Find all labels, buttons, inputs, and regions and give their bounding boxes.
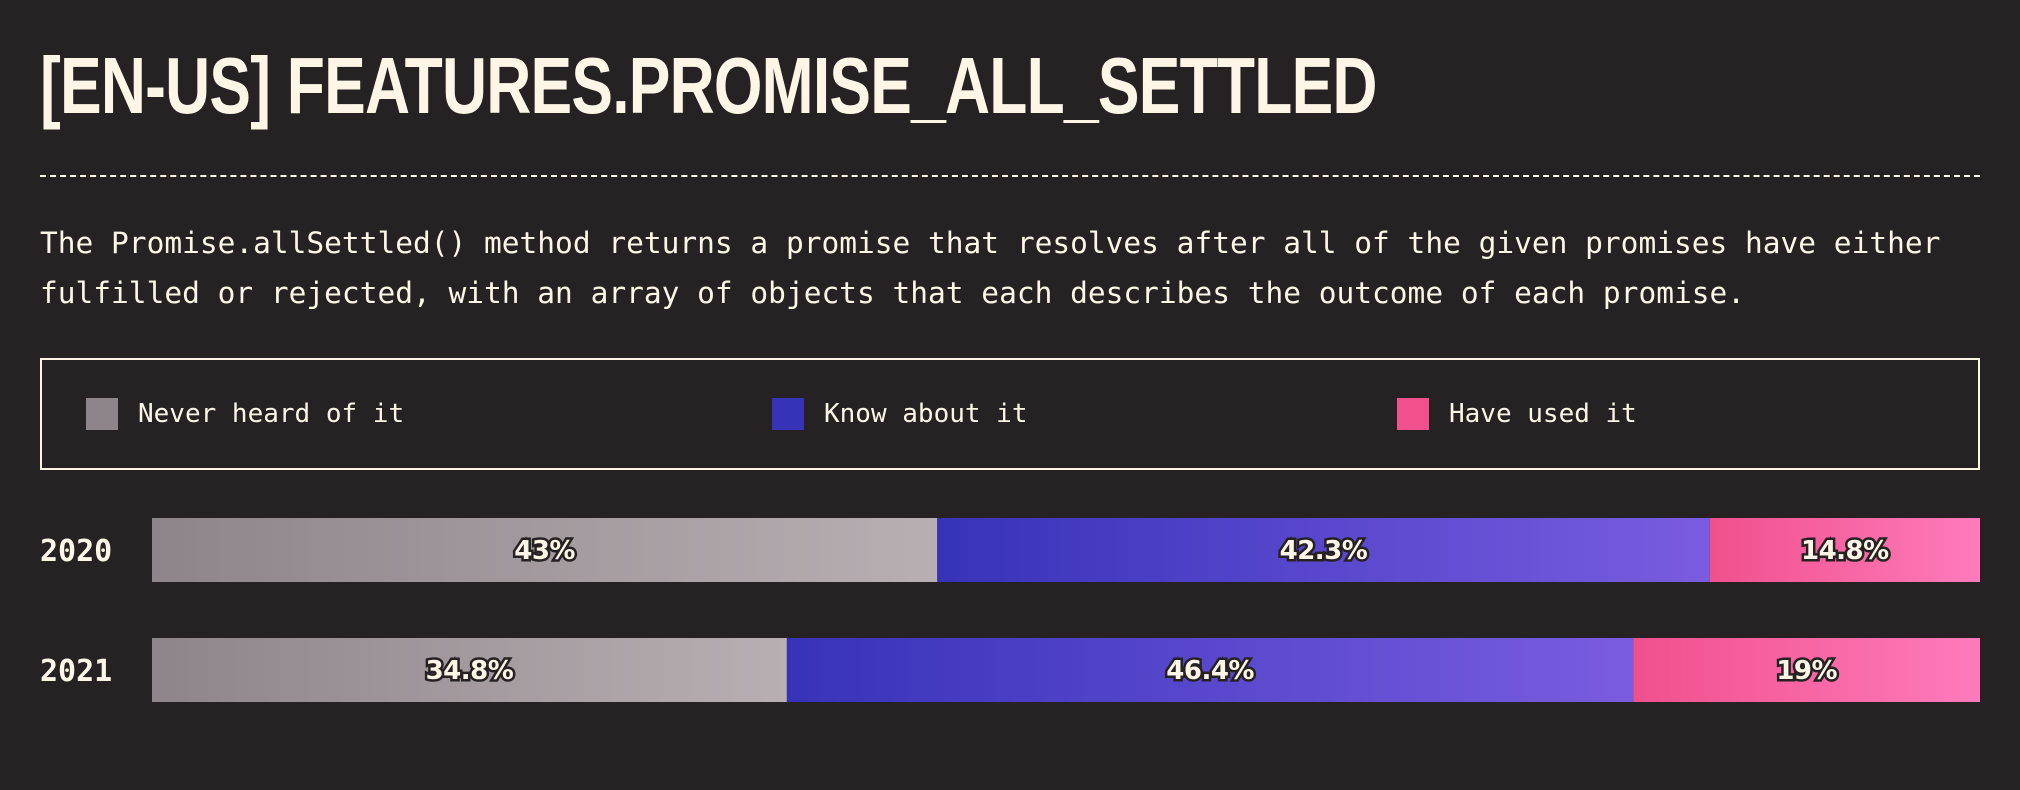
title-divider	[40, 175, 1980, 177]
data-label-know-about-2020: 42.3%	[1280, 536, 1368, 566]
data-label-never-heard-2021: 34.8%	[426, 656, 514, 686]
bar-segment-never-heard-2020[interactable]	[152, 518, 938, 582]
legend-item-know-about[interactable]: Know about it	[772, 397, 1028, 431]
data-label-have-used-2020: 14.8%	[1801, 536, 1889, 566]
data-label-never-heard-2020: 43%	[514, 536, 575, 566]
bar-segment-know-about-2021[interactable]	[786, 638, 1634, 702]
chart-legend: Never heard of it Know about it Have use…	[40, 358, 1980, 470]
year-label-2020: 2020	[40, 534, 112, 569]
bar-segment-have-used-2020[interactable]	[1709, 518, 1980, 582]
bar-segment-know-about-2020[interactable]	[937, 518, 1710, 582]
legend-item-never-heard[interactable]: Never heard of it	[86, 397, 404, 431]
bar-segment-have-used-2021[interactable]	[1633, 638, 1980, 702]
bar-segment-never-heard-2021[interactable]	[152, 638, 787, 702]
legend-item-have-used[interactable]: Have used it	[1397, 397, 1637, 431]
data-label-know-about-2021: 46.4%	[1166, 656, 1254, 686]
year-label-2021: 2021	[40, 654, 112, 689]
legend-swatch-never-heard	[86, 398, 118, 430]
legend-label-know-about: Know about it	[824, 399, 1028, 429]
legend-swatch-know-about	[772, 398, 804, 430]
legend-label-have-used: Have used it	[1449, 399, 1637, 429]
data-label-have-used-2021: 19%	[1776, 656, 1837, 686]
page-title: [EN-US] FEATURES.PROMISE_ALL_SETTLED	[40, 41, 1377, 130]
legend-swatch-have-used	[1397, 398, 1429, 430]
feature-description: The Promise.allSettled() method returns …	[40, 226, 1941, 310]
legend-label-never-heard: Never heard of it	[138, 399, 405, 429]
